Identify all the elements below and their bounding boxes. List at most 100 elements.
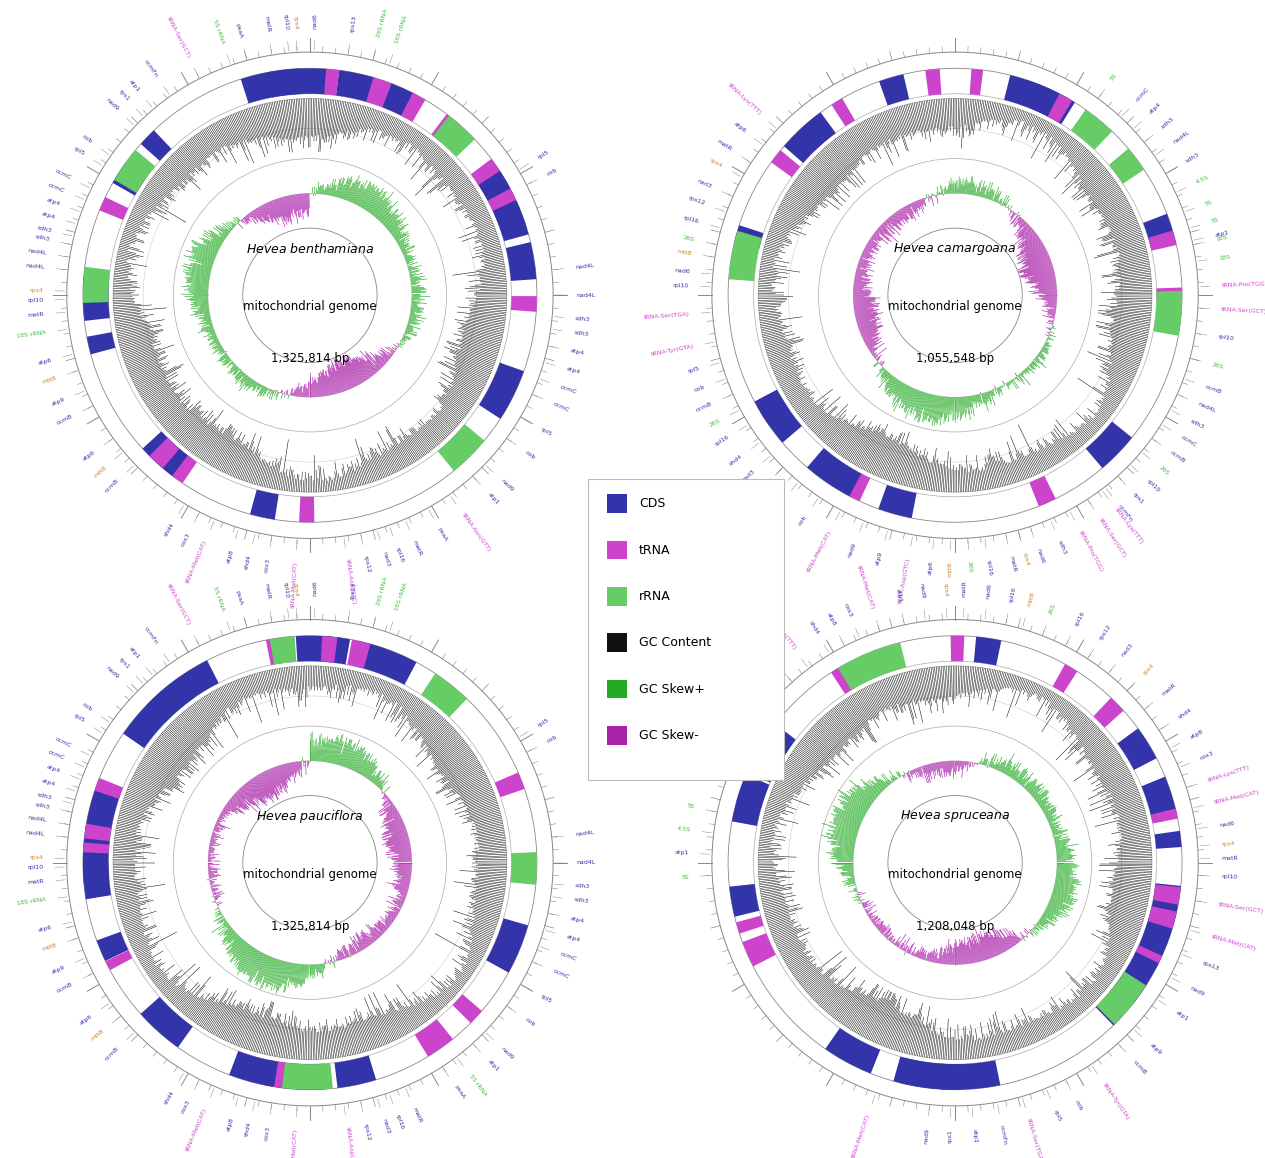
- Text: rps4: rps4: [708, 157, 724, 168]
- Text: rps4: rps4: [292, 582, 299, 596]
- Text: rpl5: rpl5: [687, 366, 700, 374]
- FancyBboxPatch shape: [607, 587, 627, 606]
- Text: nad4L: nad4L: [574, 263, 595, 270]
- Polygon shape: [849, 474, 870, 501]
- Text: nad9: nad9: [848, 541, 858, 558]
- Text: ccmC: ccmC: [553, 402, 571, 413]
- Text: GC Skew+: GC Skew+: [639, 682, 705, 696]
- Text: nad6: nad6: [674, 269, 689, 274]
- Text: atp4: atp4: [46, 764, 61, 774]
- Text: tRNA-Lys(TTT): tRNA-Lys(TTT): [726, 82, 762, 116]
- Polygon shape: [1156, 287, 1182, 299]
- Text: rps12: rps12: [363, 556, 372, 573]
- Text: sdh3: sdh3: [576, 884, 591, 889]
- Text: cob: cob: [1074, 1099, 1083, 1112]
- Polygon shape: [266, 638, 282, 665]
- Polygon shape: [1142, 884, 1180, 946]
- Text: rpl16: rpl16: [395, 547, 405, 563]
- Polygon shape: [762, 401, 802, 442]
- Text: rpl16: rpl16: [683, 215, 700, 225]
- Text: matR: matR: [411, 1107, 423, 1124]
- Text: mitochondrial genome: mitochondrial genome: [888, 300, 1022, 314]
- Polygon shape: [772, 151, 801, 177]
- Text: rps1: rps1: [947, 1129, 953, 1143]
- Polygon shape: [95, 778, 123, 799]
- Text: atp1: atp1: [1214, 229, 1230, 237]
- Text: nad9: nad9: [105, 97, 120, 112]
- Text: rps4: rps4: [942, 582, 949, 596]
- Polygon shape: [893, 1056, 936, 1089]
- Text: atp6: atp6: [37, 358, 52, 366]
- Polygon shape: [758, 394, 791, 426]
- Polygon shape: [366, 78, 392, 108]
- Polygon shape: [734, 226, 763, 249]
- Text: atp6: atp6: [929, 560, 935, 576]
- Text: nad4L: nad4L: [574, 830, 595, 837]
- Text: nad6: nad6: [312, 13, 318, 29]
- Text: atp9: atp9: [51, 397, 66, 408]
- Polygon shape: [506, 242, 536, 281]
- Polygon shape: [1136, 945, 1163, 963]
- Polygon shape: [477, 169, 520, 218]
- Polygon shape: [479, 362, 524, 419]
- Text: cob: cob: [81, 702, 94, 712]
- Text: 5S rRNA: 5S rRNA: [213, 586, 225, 611]
- Polygon shape: [472, 161, 498, 183]
- Text: atp8: atp8: [225, 549, 234, 564]
- Polygon shape: [83, 277, 110, 321]
- Text: sdh3: sdh3: [37, 792, 52, 800]
- Polygon shape: [495, 772, 522, 792]
- Polygon shape: [100, 197, 128, 220]
- Polygon shape: [746, 724, 796, 783]
- Text: atp4: atp4: [571, 916, 584, 924]
- Text: nad3: nad3: [740, 468, 755, 483]
- Polygon shape: [336, 71, 374, 102]
- Text: psaA: psaA: [234, 589, 243, 606]
- Polygon shape: [1047, 94, 1071, 123]
- Polygon shape: [934, 1063, 954, 1090]
- Polygon shape: [423, 1019, 453, 1050]
- Text: rpl5: rpl5: [72, 146, 85, 156]
- Text: $\it{Hevea}$ $\it{benthamiana}$: $\it{Hevea}$ $\it{benthamiana}$: [245, 242, 374, 256]
- Polygon shape: [736, 916, 764, 933]
- Polygon shape: [453, 995, 482, 1023]
- Text: nad4L: nad4L: [28, 815, 47, 823]
- Text: tRNA-Ser(GCT): tRNA-Ser(GCT): [1218, 902, 1264, 914]
- Text: $\it{Hevea}$ $\it{spruceana}$: $\it{Hevea}$ $\it{spruceana}$: [899, 808, 1011, 824]
- Text: 18S: 18S: [729, 697, 741, 709]
- Text: sdh3: sdh3: [1160, 116, 1175, 130]
- Polygon shape: [1085, 422, 1132, 468]
- Polygon shape: [1155, 830, 1182, 849]
- Polygon shape: [879, 74, 910, 105]
- Text: tRNA-Met(CAT): tRNA-Met(CAT): [291, 1129, 299, 1158]
- Polygon shape: [1093, 698, 1123, 727]
- Text: rps13: rps13: [349, 581, 357, 600]
- Text: tRNA-Tyr(GTA): tRNA-Tyr(GTA): [1102, 1082, 1131, 1121]
- Text: cox3: cox3: [180, 532, 191, 547]
- Polygon shape: [229, 1051, 277, 1086]
- Polygon shape: [495, 203, 529, 241]
- Text: 5S: 5S: [1204, 199, 1213, 206]
- Polygon shape: [1071, 110, 1112, 149]
- Text: sdh3: sdh3: [34, 801, 49, 809]
- Text: ccmB: ccmB: [56, 413, 73, 426]
- Polygon shape: [488, 189, 516, 211]
- Text: ccmC: ccmC: [48, 749, 66, 761]
- Text: rpl10: rpl10: [1145, 478, 1160, 493]
- Polygon shape: [925, 68, 941, 96]
- Text: atp6: atp6: [78, 1013, 94, 1026]
- Polygon shape: [1154, 888, 1180, 903]
- Text: matR: matR: [28, 312, 44, 317]
- Polygon shape: [970, 69, 983, 95]
- Text: rpl10: rpl10: [1221, 874, 1237, 880]
- Polygon shape: [431, 115, 459, 144]
- Text: ccmC: ccmC: [1180, 434, 1197, 448]
- Text: ccmB: ccmB: [104, 478, 120, 494]
- Text: nad6: nad6: [985, 582, 992, 599]
- Text: 1,325,814 bp: 1,325,814 bp: [271, 919, 349, 933]
- Text: GC Content: GC Content: [639, 636, 711, 650]
- Text: mttB: mttB: [947, 562, 953, 577]
- Polygon shape: [750, 725, 794, 776]
- Text: atp9: atp9: [875, 550, 884, 566]
- Text: matR: matR: [716, 139, 732, 153]
